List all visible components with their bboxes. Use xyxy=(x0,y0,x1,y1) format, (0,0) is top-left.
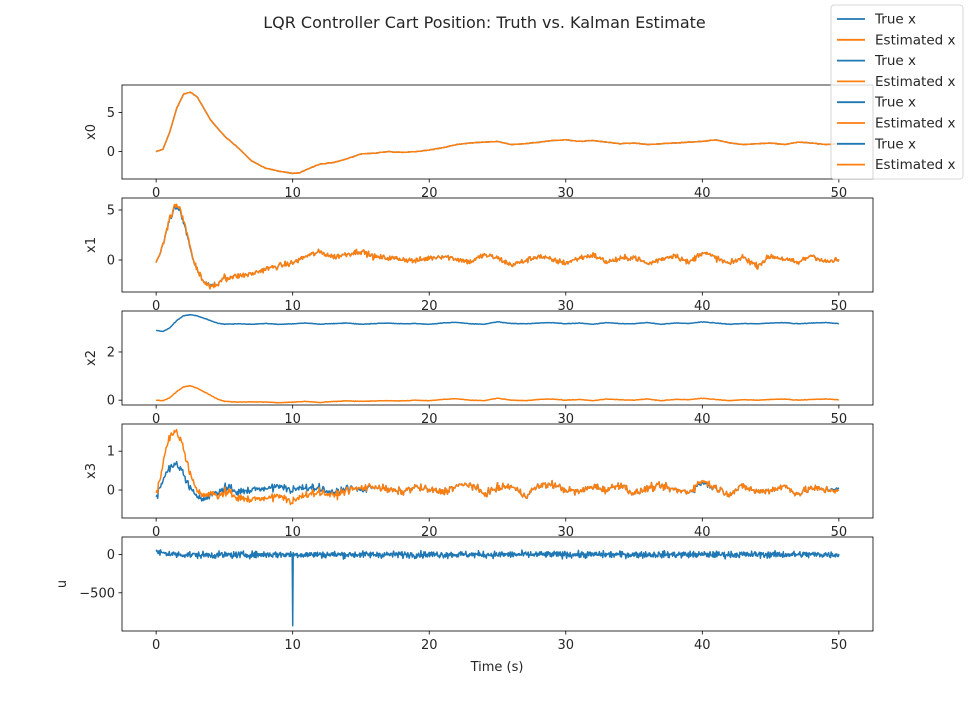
subplot-x3: 0 10 20 30 40 50 0 1 x3 xyxy=(84,423,874,540)
x-tick-label: 10 xyxy=(284,412,301,427)
x-tick-label: 20 xyxy=(421,299,438,314)
subplot-x0: 0 10 20 30 40 50 0 5 x0 xyxy=(84,84,874,201)
x-tick-label: 20 xyxy=(421,186,438,201)
y-tick-label: 2 xyxy=(107,345,115,360)
x-tick-label: 30 xyxy=(557,186,574,201)
legend-entry-label: True x xyxy=(874,12,916,28)
y-axis-label: x3 xyxy=(84,463,99,479)
x-tick-label: 50 xyxy=(831,412,848,427)
y-tick-label: 0 xyxy=(107,484,115,499)
x-tick-label: 20 xyxy=(421,412,438,427)
legend-entry-label: True x xyxy=(874,136,916,152)
y-tick-label: −500 xyxy=(79,586,115,601)
x-tick-label: 20 xyxy=(421,525,438,540)
axes-frame xyxy=(121,310,874,406)
legend: True x Estimated x True x Estimated x True x… xyxy=(830,4,964,180)
x-tick-label: 0 xyxy=(152,412,160,427)
subplot-x2: 0 10 20 30 40 50 0 2 x2 xyxy=(84,310,874,427)
x-tick-label: 0 xyxy=(152,299,160,314)
x-tick-label: 40 xyxy=(694,186,711,201)
series-line-estimated-x3 xyxy=(155,428,840,506)
legend-entry-label: Estimated x xyxy=(875,116,955,132)
y-tick-label: 0 xyxy=(107,145,115,160)
series-line-estimated-x1 xyxy=(155,203,840,290)
x-tick-label: 20 xyxy=(421,638,438,653)
y-tick-label: 5 xyxy=(107,106,115,121)
subplot-u: 0 10 20 30 40 50 0 −500 u xyxy=(55,536,874,653)
y-tick-label: 5 xyxy=(107,204,115,219)
y-axis-label: x0 xyxy=(84,124,99,140)
y-tick-label: 0 xyxy=(107,548,115,563)
x-tick-label: 0 xyxy=(152,638,160,653)
x-tick-label: 40 xyxy=(694,525,711,540)
x-tick-label: 40 xyxy=(694,412,711,427)
x-tick-label: 10 xyxy=(284,525,301,540)
y-axis-label: x1 xyxy=(84,237,99,253)
x-tick-label: 30 xyxy=(557,525,574,540)
legend-entry-label: True x xyxy=(874,95,916,111)
axes-frame xyxy=(121,423,874,519)
x-tick-label: 40 xyxy=(694,638,711,653)
x-tick-label: 0 xyxy=(152,525,160,540)
x-tick-label: 0 xyxy=(152,186,160,201)
series-line-estimated-x2 xyxy=(156,384,840,404)
legend-entry-label: Estimated x xyxy=(875,32,955,48)
axes-frame xyxy=(121,536,874,632)
x-tick-label: 50 xyxy=(831,638,848,653)
figure-title: LQR Controller Cart Position: Truth vs. … xyxy=(263,13,706,32)
subplot-x1: 0 10 20 30 40 50 0 5 x1 xyxy=(84,197,874,314)
x-tick-label: 10 xyxy=(284,299,301,314)
y-tick-label: 0 xyxy=(107,254,115,269)
legend-entry-label: Estimated x xyxy=(875,74,955,90)
x-tick-label: 10 xyxy=(284,638,301,653)
series-line-true-u xyxy=(155,549,840,627)
legend-box xyxy=(830,4,964,180)
x-tick-label: 50 xyxy=(831,299,848,314)
y-axis-label: x2 xyxy=(84,350,99,366)
x-axis-label: Time (s) xyxy=(470,660,524,675)
y-tick-label: 1 xyxy=(107,445,115,460)
x-tick-label: 30 xyxy=(557,299,574,314)
axes-frame xyxy=(121,197,874,293)
series-line-true-x2 xyxy=(155,313,840,333)
x-tick-label: 40 xyxy=(694,299,711,314)
x-tick-label: 50 xyxy=(831,186,848,201)
y-tick-label: 0 xyxy=(107,394,115,409)
legend-entry-label: Estimated x xyxy=(875,157,955,173)
x-tick-label: 10 xyxy=(284,186,301,201)
series-line-estimated-x0 xyxy=(155,91,840,175)
x-tick-label: 30 xyxy=(557,412,574,427)
x-tick-label: 30 xyxy=(557,638,574,653)
legend-entry-label: True x xyxy=(874,53,916,69)
y-axis-label: u xyxy=(55,580,70,588)
x-tick-label: 50 xyxy=(831,525,848,540)
